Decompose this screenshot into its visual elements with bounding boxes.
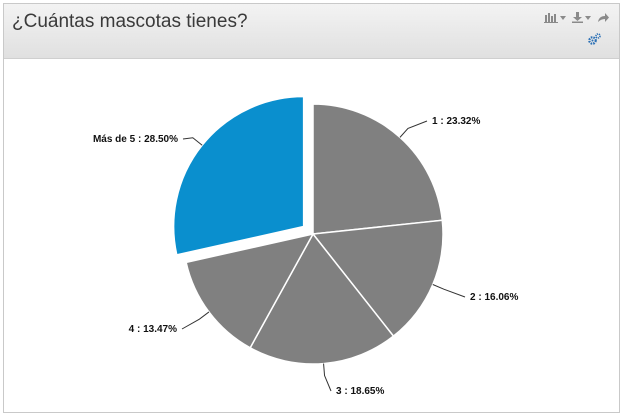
pie-slice-más-de-5[interactable] bbox=[172, 95, 305, 256]
label-connector bbox=[432, 284, 466, 298]
download-button[interactable] bbox=[572, 12, 591, 23]
widget-header: ¿Cuántas mascotas tienes? bbox=[4, 4, 619, 59]
pie-slice-1[interactable] bbox=[312, 103, 444, 235]
share-icon bbox=[598, 12, 609, 22]
chart-title: ¿Cuántas mascotas tienes? bbox=[12, 11, 248, 32]
label-connector bbox=[323, 363, 332, 392]
download-icon bbox=[572, 12, 583, 23]
gear-icon bbox=[588, 33, 601, 45]
chevron-down-icon bbox=[560, 15, 566, 20]
data-label: 3 : 18.65% bbox=[336, 386, 384, 397]
data-label: 1 : 23.32% bbox=[432, 116, 480, 127]
bar-chart-icon bbox=[544, 13, 558, 23]
chevron-down-icon bbox=[585, 15, 591, 20]
label-connector bbox=[181, 311, 210, 330]
pie-slice-3[interactable] bbox=[249, 232, 395, 365]
share-button[interactable] bbox=[597, 12, 609, 23]
data-label: 4 : 13.47% bbox=[129, 324, 177, 335]
data-label: Más de 5 : 28.50% bbox=[93, 134, 178, 145]
chart-type-button[interactable] bbox=[544, 12, 566, 23]
label-connector bbox=[399, 120, 428, 138]
settings-button[interactable] bbox=[588, 32, 601, 50]
label-connector bbox=[182, 137, 203, 146]
pie-slice-2[interactable] bbox=[311, 219, 444, 338]
data-label: 2 : 16.06% bbox=[470, 292, 518, 303]
toolbar bbox=[544, 12, 609, 23]
